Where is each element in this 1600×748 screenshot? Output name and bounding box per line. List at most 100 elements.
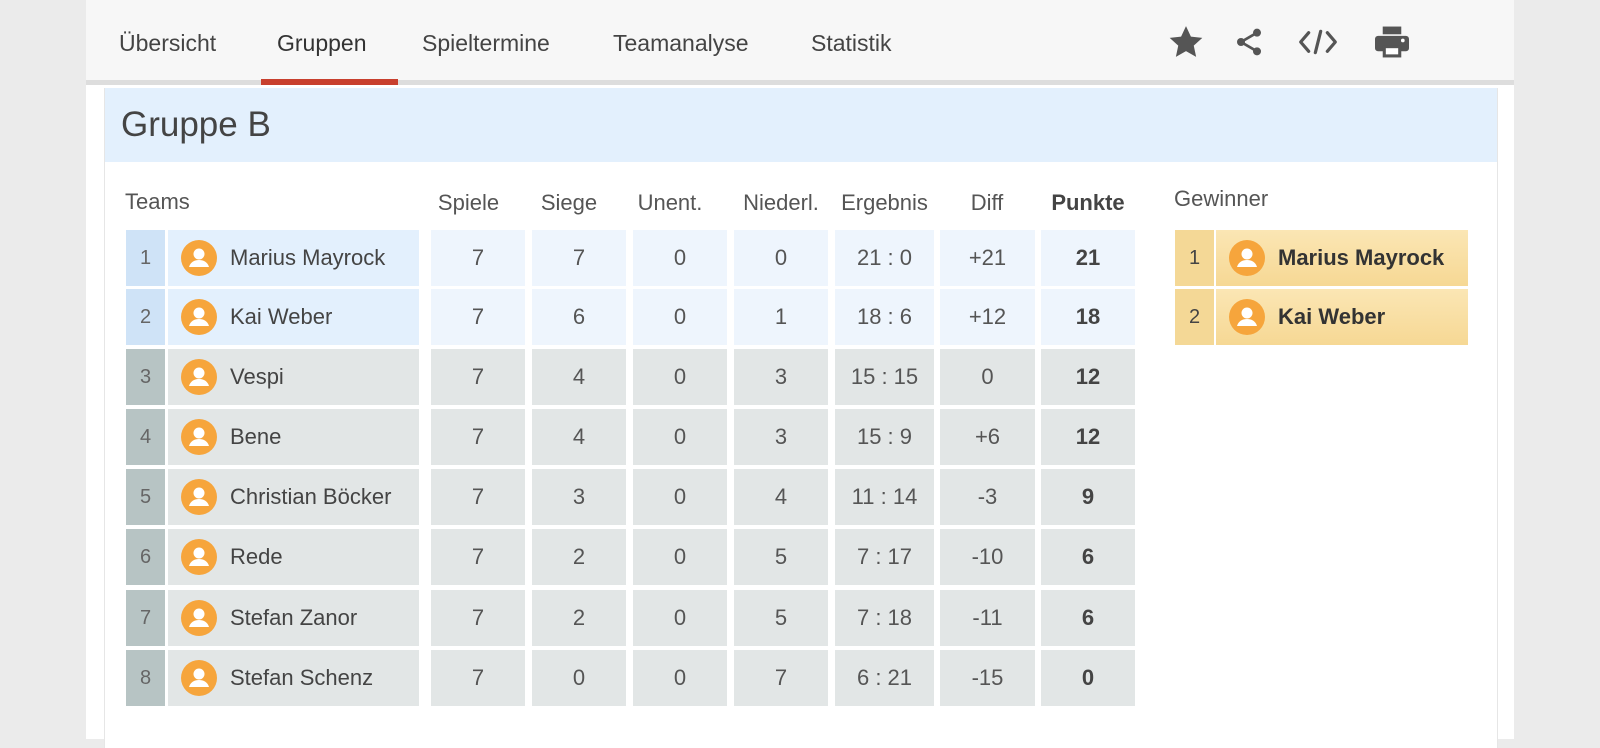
- niederl-cell: 1: [734, 289, 828, 345]
- team-name: Vespi: [230, 364, 284, 389]
- spiele-cell: 7: [431, 409, 525, 465]
- siege-cell: 7: [532, 230, 626, 286]
- punkte-cell: 6: [1041, 529, 1135, 585]
- niederl-cell: 4: [734, 469, 828, 525]
- diff-cell: -3: [940, 469, 1035, 525]
- siege-cell: 0: [532, 650, 626, 706]
- tab-statistik[interactable]: Statistik: [811, 30, 892, 56]
- winners-title: Gewinner: [1174, 186, 1269, 211]
- niederl-cell: 3: [734, 409, 828, 465]
- siege-cell: 6: [532, 289, 626, 345]
- diff-cell: -15: [940, 650, 1035, 706]
- tab-gruppen[interactable]: Gruppen: [277, 30, 367, 56]
- column-header-ergebnis: Ergebnis: [841, 190, 928, 215]
- diff-cell: +21: [940, 230, 1035, 286]
- unent-cell: 0: [633, 230, 727, 286]
- niederl-cell: 0: [734, 230, 828, 286]
- group-header: Gruppe B: [105, 88, 1497, 162]
- team-cell[interactable]: Stefan Schenz: [168, 650, 419, 706]
- spiele-cell: 7: [431, 469, 525, 525]
- winner-rank: 2: [1175, 289, 1214, 345]
- niederl-cell: 5: [734, 529, 828, 585]
- unent-cell: 0: [633, 650, 727, 706]
- active-tab-indicator: [261, 79, 398, 85]
- tab-teamanalyse[interactable]: Teamanalyse: [613, 30, 749, 56]
- punkte-cell: 6: [1041, 590, 1135, 646]
- siege-cell: 2: [532, 590, 626, 646]
- unent-cell: 0: [633, 289, 727, 345]
- unent-cell: 0: [633, 469, 727, 525]
- ergebnis-cell: 15 : 15: [835, 349, 934, 405]
- column-header-niederl: Niederl.: [743, 190, 819, 215]
- code-embed-icon[interactable]: [1298, 22, 1338, 62]
- avatar-icon: [181, 479, 217, 515]
- rank-cell: 5: [126, 469, 165, 525]
- spiele-cell: 7: [431, 349, 525, 405]
- punkte-cell: 12: [1041, 349, 1135, 405]
- diff-cell: -11: [940, 590, 1035, 646]
- punkte-cell: 9: [1041, 469, 1135, 525]
- avatar-icon: [181, 299, 217, 335]
- avatar-icon: [181, 660, 217, 696]
- rank-cell: 4: [126, 409, 165, 465]
- team-name: Stefan Schenz: [230, 665, 374, 690]
- niederl-cell: 7: [734, 650, 828, 706]
- top-nav: Übersicht Gruppen Spieltermine Teamanaly…: [86, 0, 1514, 85]
- spiele-cell: 7: [431, 650, 525, 706]
- unent-cell: 0: [633, 590, 727, 646]
- column-header-teams: Teams: [125, 189, 190, 214]
- team-cell[interactable]: Marius Mayrock: [168, 230, 419, 286]
- spiele-cell: 7: [431, 289, 525, 345]
- team-cell[interactable]: Kai Weber: [168, 289, 419, 345]
- unent-cell: 0: [633, 409, 727, 465]
- avatar-icon: [181, 359, 217, 395]
- diff-cell: +6: [940, 409, 1035, 465]
- ergebnis-cell: 15 : 9: [835, 409, 934, 465]
- siege-cell: 3: [532, 469, 626, 525]
- niederl-cell: 5: [734, 590, 828, 646]
- column-header-diff: Diff: [970, 190, 1004, 215]
- star-icon[interactable]: [1166, 22, 1206, 62]
- ergebnis-cell: 11 : 14: [835, 469, 934, 525]
- avatar-icon: [181, 539, 217, 575]
- punkte-cell: 12: [1041, 409, 1135, 465]
- avatar-icon: [181, 419, 217, 455]
- winner-name: Kai Weber: [1278, 304, 1386, 329]
- siege-cell: 2: [532, 529, 626, 585]
- team-cell[interactable]: Christian Böcker: [168, 469, 419, 525]
- winner-rank: 1: [1175, 230, 1214, 286]
- ergebnis-cell: 18 : 6: [835, 289, 934, 345]
- winner-name-cell: Kai Weber: [1216, 289, 1468, 345]
- avatar-icon: [181, 240, 217, 276]
- team-name: Christian Böcker: [230, 484, 392, 509]
- avatar-icon: [1229, 240, 1265, 276]
- share-icon[interactable]: [1229, 22, 1269, 62]
- group-title: Gruppe B: [121, 105, 271, 144]
- winner-name: Marius Mayrock: [1278, 245, 1445, 270]
- tab-uebersicht[interactable]: Übersicht: [119, 30, 217, 56]
- ergebnis-cell: 21 : 0: [835, 230, 934, 286]
- team-cell[interactable]: Rede: [168, 529, 419, 585]
- team-name: Stefan Zanor: [230, 605, 358, 630]
- team-name: Marius Mayrock: [230, 245, 386, 270]
- team-cell[interactable]: Stefan Zanor: [168, 590, 419, 646]
- tab-spieltermine[interactable]: Spieltermine: [422, 30, 550, 56]
- spiele-cell: 7: [431, 230, 525, 286]
- team-cell[interactable]: Bene: [168, 409, 419, 465]
- rank-cell: 3: [126, 349, 165, 405]
- team-name: Bene: [230, 424, 282, 449]
- ergebnis-cell: 6 : 21: [835, 650, 934, 706]
- team-name: Rede: [230, 544, 283, 569]
- niederl-cell: 3: [734, 349, 828, 405]
- punkte-cell: 18: [1041, 289, 1135, 345]
- team-cell[interactable]: Vespi: [168, 349, 419, 405]
- column-header-siege: Siege: [540, 190, 598, 215]
- diff-cell: +12: [940, 289, 1035, 345]
- ergebnis-cell: 7 : 18: [835, 590, 934, 646]
- column-header-spiele: Spiele: [437, 190, 500, 215]
- spiele-cell: 7: [431, 590, 525, 646]
- unent-cell: 0: [633, 349, 727, 405]
- print-icon[interactable]: [1372, 22, 1412, 62]
- spiele-cell: 7: [431, 529, 525, 585]
- rank-cell: 8: [126, 650, 165, 706]
